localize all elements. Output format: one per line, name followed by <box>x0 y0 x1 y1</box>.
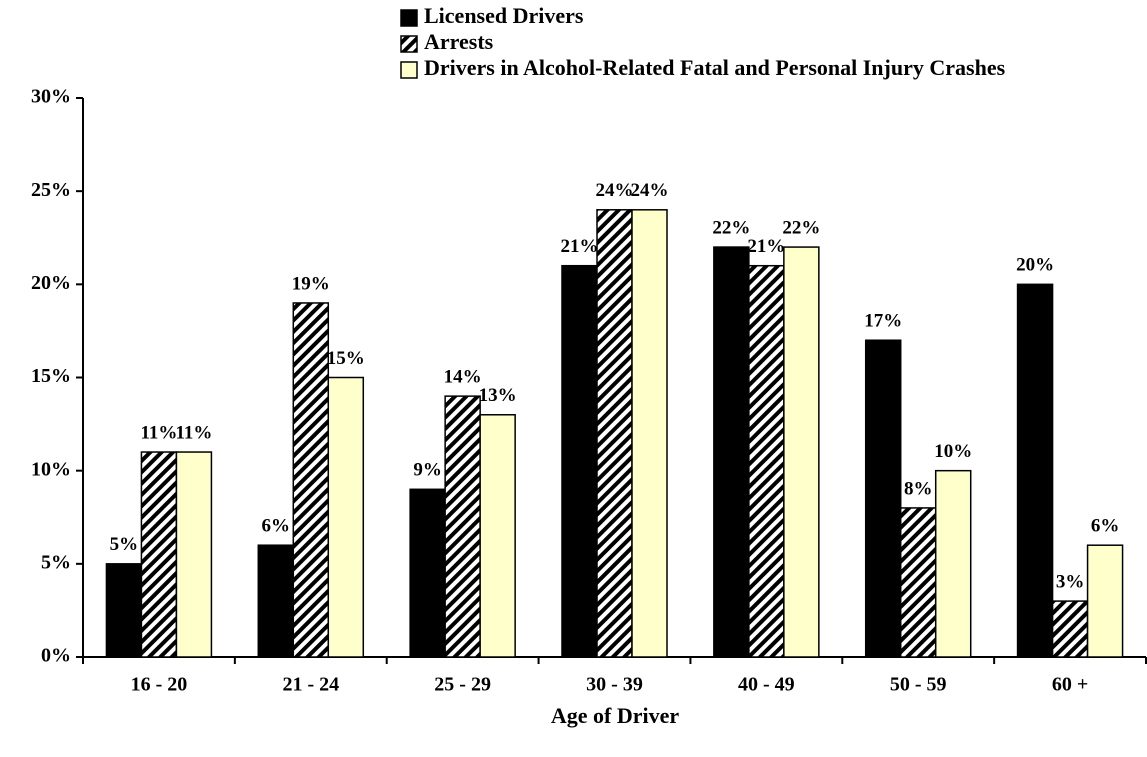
value-label: 17% <box>864 311 902 332</box>
value-label: 11% <box>140 422 177 443</box>
value-label: 13% <box>479 385 517 406</box>
value-label: 24% <box>631 180 669 201</box>
y-tick-label: 30% <box>31 86 71 108</box>
x-tick-label: 16 - 20 <box>131 674 188 696</box>
y-tick-label: 20% <box>31 272 71 294</box>
y-tick-label: 0% <box>41 645 71 667</box>
bar <box>561 264 598 658</box>
value-label: 11% <box>175 422 212 443</box>
bar <box>444 395 481 658</box>
value-label: 22% <box>712 217 750 238</box>
bar <box>1016 283 1054 658</box>
bar <box>934 469 972 658</box>
bar <box>105 563 143 658</box>
value-label: 5% <box>110 534 139 555</box>
y-tick-label: 25% <box>31 179 71 201</box>
value-label: 15% <box>327 348 365 369</box>
bar <box>1086 544 1124 658</box>
x-tick-label: 50 - 59 <box>890 674 947 696</box>
bar <box>748 264 785 658</box>
bar <box>479 414 516 658</box>
value-label: 6% <box>262 516 291 537</box>
bar <box>899 507 937 658</box>
x-tick-label: 60 + <box>1052 674 1088 696</box>
bar <box>864 339 902 658</box>
value-label: 19% <box>292 273 330 294</box>
legend-swatch <box>400 35 418 53</box>
value-label: 6% <box>1091 516 1120 537</box>
value-label: 20% <box>1016 255 1054 276</box>
bar <box>409 488 446 658</box>
y-tick-label: 5% <box>41 551 71 573</box>
x-tick-label: 40 - 49 <box>738 674 795 696</box>
legend-label: Drivers in Alcohol-Related Fatal and Per… <box>424 55 1006 80</box>
bar <box>257 544 295 658</box>
bar <box>631 209 668 658</box>
value-label: 22% <box>782 217 820 238</box>
x-tick-label: 25 - 29 <box>434 674 491 696</box>
value-label: 3% <box>1056 571 1085 592</box>
value-label: 10% <box>934 441 972 462</box>
bar <box>1051 600 1089 658</box>
x-axis-label: Age of Driver <box>551 703 680 728</box>
x-tick-label: 30 - 39 <box>586 674 643 696</box>
legend-swatch <box>400 9 418 27</box>
value-label: 21% <box>561 236 599 257</box>
value-label: 21% <box>747 236 785 257</box>
bar <box>292 302 330 658</box>
bar <box>327 376 365 658</box>
bar <box>783 246 820 658</box>
bar <box>713 246 750 658</box>
bar <box>175 451 213 658</box>
y-tick-label: 10% <box>31 458 71 480</box>
x-tick-label: 21 - 24 <box>282 674 339 696</box>
y-tick-label: 15% <box>31 365 71 387</box>
legend-label: Arrests <box>424 29 494 54</box>
value-label: 9% <box>413 460 442 481</box>
value-label: 14% <box>444 366 482 387</box>
legend-label: Licensed Drivers <box>424 3 584 28</box>
value-label: 24% <box>596 180 634 201</box>
legend-swatch <box>400 61 418 79</box>
bar <box>596 209 633 658</box>
bar <box>140 451 178 658</box>
value-label: 8% <box>904 478 933 499</box>
